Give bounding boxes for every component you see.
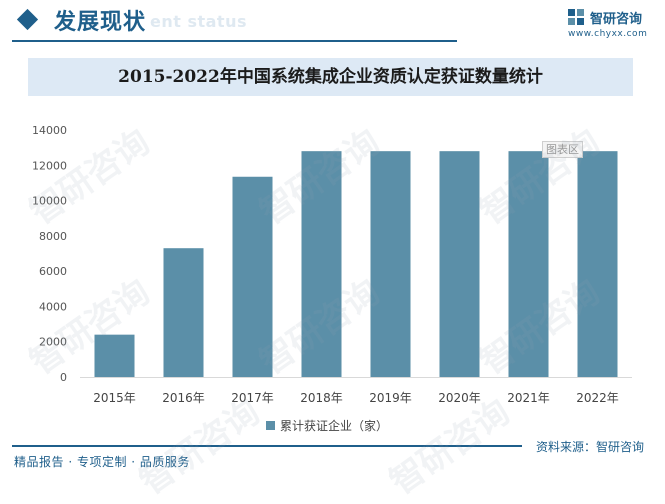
bar: [94, 334, 135, 377]
y-tick-label: 10000: [32, 195, 67, 208]
y-tick-label: 2000: [39, 336, 67, 349]
y-tick-label: 12000: [32, 159, 67, 172]
footer-source: 资料来源：智研咨询: [536, 440, 645, 454]
bar: [439, 151, 480, 377]
y-tick-label: 6000: [39, 265, 67, 278]
y-tick-label: 14000: [32, 124, 67, 137]
x-tick-label: 2019年: [369, 391, 412, 405]
chart-title-bar: 2015-2022年中国系统集成企业资质认定获证数量统计: [28, 58, 633, 96]
logo-url: www.chyxx.com: [568, 29, 648, 39]
bar: [163, 248, 204, 377]
header: ent status 发展现状 智研咨询 www.chyxx.com: [0, 0, 665, 48]
bar-chart: 0 2000 4000 6000 8000 10000 12000 14000 2015年 201…: [32, 124, 632, 405]
section-title: 发展现状: [54, 10, 147, 35]
chart-area-tag: 图表区: [542, 141, 583, 158]
x-tick-label: 2017年: [231, 391, 274, 405]
legend-swatch: [266, 420, 275, 430]
bar: [301, 151, 342, 377]
bar: [577, 151, 618, 377]
legend: 累计获证企业（家）: [266, 417, 388, 433]
x-tick-label: 2015年: [93, 391, 136, 405]
logo-name: 智研咨询: [590, 12, 643, 27]
bar: [232, 176, 273, 377]
footer-slogan: 精品报告 · 专项定制 · 品质服务: [14, 455, 190, 469]
y-tick-label: 8000: [39, 230, 67, 243]
legend-label: 累计获证企业（家）: [280, 418, 389, 433]
header-divider: [12, 40, 457, 42]
logo-icon: [568, 9, 584, 25]
y-tick-label: 4000: [39, 300, 67, 313]
bar: [370, 151, 411, 377]
x-tick-label: 2020年: [438, 391, 481, 405]
x-tick-label: 2016年: [162, 391, 205, 405]
bar: [508, 151, 549, 377]
y-tick-label: 0: [60, 371, 67, 384]
footer-divider: [12, 445, 522, 447]
section-ghost-text: ent status: [150, 12, 247, 31]
x-tick-label: 2018年: [300, 391, 343, 405]
chart-title: 2015-2022年中国系统集成企业资质认定获证数量统计: [118, 67, 543, 87]
x-tick-label: 2021年: [507, 391, 550, 405]
x-tick-label: 2022年: [576, 391, 619, 405]
